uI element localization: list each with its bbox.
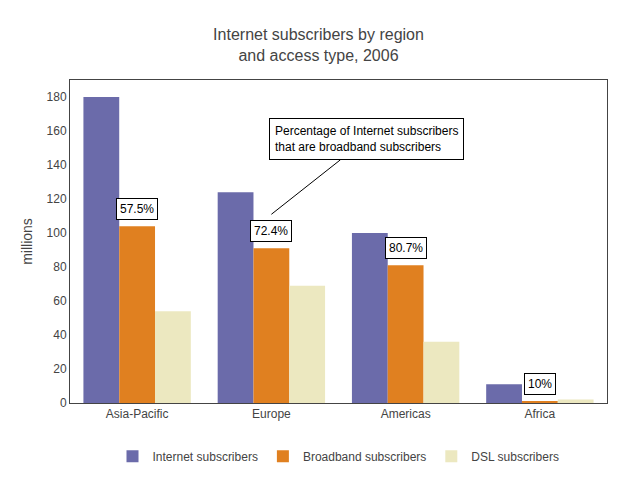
- svg-text:57.5%: 57.5%: [120, 202, 154, 216]
- svg-text:Americas: Americas: [381, 407, 431, 421]
- svg-text:20: 20: [53, 362, 67, 376]
- svg-text:Africa: Africa: [525, 407, 556, 421]
- svg-text:0: 0: [60, 396, 67, 410]
- svg-text:80.7%: 80.7%: [389, 241, 423, 255]
- svg-text:72.4%: 72.4%: [254, 224, 288, 238]
- svg-text:160: 160: [47, 124, 67, 138]
- svg-text:120: 120: [47, 192, 67, 206]
- svg-text:Internet subscribers by region: Internet subscribers by regionand access…: [213, 26, 424, 64]
- svg-text:80: 80: [53, 260, 67, 274]
- svg-text:180: 180: [47, 90, 67, 104]
- svg-text:Europe: Europe: [252, 407, 291, 421]
- svg-text:10%: 10%: [528, 377, 552, 391]
- svg-text:DSL subscribers: DSL subscribers: [471, 450, 559, 464]
- svg-text:Broadband subscribers: Broadband subscribers: [303, 450, 426, 464]
- svg-text:40: 40: [53, 328, 67, 342]
- svg-text:Asia-Pacific: Asia-Pacific: [106, 407, 169, 421]
- svg-text:Percentage of Internet subscri: Percentage of Internet subscribersthat a…: [275, 124, 458, 154]
- svg-text:Internet subscribers: Internet subscribers: [153, 450, 258, 464]
- svg-text:60: 60: [53, 294, 67, 308]
- svg-text:100: 100: [47, 226, 67, 240]
- svg-text:140: 140: [47, 158, 67, 172]
- svg-text:millions: millions: [19, 218, 35, 265]
